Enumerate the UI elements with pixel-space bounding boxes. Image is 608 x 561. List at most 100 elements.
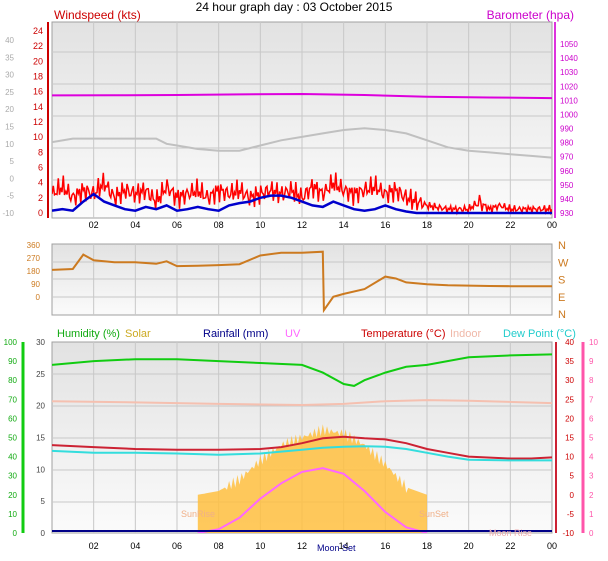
wind-tick-label: 4 — [38, 178, 43, 188]
wind-outer-tick-label: 5 — [10, 157, 15, 166]
wind-outer-tick-label: 10 — [5, 140, 14, 149]
baro-tick-label: 1020 — [560, 82, 578, 91]
wind-outer-tick-label: 40 — [5, 36, 14, 45]
x-tick-label-temp: 10 — [255, 541, 265, 551]
moonrise-label: Moon Rise — [489, 528, 532, 538]
compass-tick-label: S — [558, 275, 565, 287]
rain-tick-label: 30 — [36, 338, 45, 347]
compass-tick-label: E — [558, 292, 565, 304]
direction-tick-label: 180 — [27, 267, 41, 276]
x-tick-label-wind: 04 — [130, 220, 140, 230]
wind-baro-series — [52, 92, 552, 216]
rain-tick-label: 0 — [41, 529, 46, 538]
wind-tick-label: 10 — [33, 132, 43, 142]
x-tick-label-temp: 04 — [130, 541, 140, 551]
wind-tick-label: 24 — [33, 26, 43, 36]
direction-tick-label: 270 — [27, 254, 41, 263]
baro-tick-label: 950 — [560, 181, 574, 190]
temp-tick-label: 5 — [570, 472, 575, 481]
wind-tick-label: 8 — [38, 147, 43, 157]
x-tick-label-temp: 20 — [464, 541, 474, 551]
x-tick-label-temp: 14 — [339, 541, 349, 551]
temp-tick-label: 40 — [565, 338, 574, 347]
x-tick-label-wind: 00 — [547, 220, 557, 230]
uv-tick-label: 3 — [589, 472, 594, 481]
wind-tick-label: 20 — [33, 56, 43, 66]
uv-tick-label: 0 — [589, 529, 594, 538]
x-tick-label-wind: 22 — [505, 220, 515, 230]
wind-outer-tick-label: 15 — [5, 123, 14, 132]
x-tick-label-wind: 02 — [89, 220, 99, 230]
uv-tick-label: 1 — [589, 510, 594, 519]
temp-tick-label: 20 — [565, 414, 574, 423]
wind-tick-label: 16 — [33, 87, 43, 97]
humidity-tick-label: 70 — [8, 395, 17, 404]
indoor-temp-line — [52, 399, 552, 407]
temp-tick-label: 25 — [565, 395, 574, 404]
uv-line — [197, 467, 428, 533]
wind-outer-tick-label: -5 — [7, 192, 15, 201]
baro-tick-label: 990 — [560, 125, 574, 134]
humidity-tick-label: 30 — [8, 472, 17, 481]
uv-tick-label: 7 — [589, 395, 594, 404]
humidity-tick-label: 20 — [8, 491, 17, 500]
wind-tick-label: 6 — [38, 163, 43, 173]
solar-area — [197, 424, 427, 533]
baro-tick-label: 930 — [560, 209, 574, 218]
gust-line — [52, 192, 552, 215]
sunset-label: SunSet — [419, 509, 449, 519]
barometer-line — [52, 92, 552, 100]
wind-outer-tick-label: 35 — [5, 53, 14, 62]
x-tick-label-wind: 20 — [464, 220, 474, 230]
x-tick-label-temp: 18 — [422, 541, 432, 551]
x-tick-label-temp: 06 — [172, 541, 182, 551]
direction-tick-label: 0 — [36, 293, 41, 302]
dewpoint-line — [52, 445, 552, 462]
x-tick-label-wind: 10 — [255, 220, 265, 230]
humidity-tick-label: 90 — [8, 357, 17, 366]
uv-tick-label: 2 — [589, 491, 594, 500]
direction-tick-label: 90 — [31, 280, 40, 289]
x-tick-label-wind: 14 — [339, 220, 349, 230]
x-tick-label-wind: 18 — [422, 220, 432, 230]
barometer-axis-label: Barometer (hpa) — [487, 8, 574, 22]
rain-tick-label: 15 — [36, 434, 45, 443]
baro-tick-label: 1010 — [560, 96, 578, 105]
wind-outer-tick-label: -10 — [2, 209, 14, 218]
wind-panel-grid — [52, 22, 552, 218]
legend-uv: UV — [285, 328, 301, 340]
compass-tick-label: N — [558, 240, 566, 252]
humidity-tick-label: 10 — [8, 510, 17, 519]
wind-outer-tick-label: 30 — [5, 71, 14, 80]
wind-outer-tick-label: 0 — [10, 174, 15, 183]
humidity-tick-label: 50 — [8, 434, 17, 443]
direction-series — [52, 250, 552, 314]
moonset-label: Moon Set — [317, 543, 356, 553]
average-wind-line — [52, 127, 552, 159]
temp-tick-label: -5 — [567, 510, 575, 519]
temperature-line — [52, 435, 552, 460]
uv-tick-label: 4 — [589, 453, 594, 462]
temp-tick-label: 10 — [565, 453, 574, 462]
x-tick-label-wind: 16 — [380, 220, 390, 230]
baro-tick-label: 940 — [560, 195, 574, 204]
baro-tick-label: 1050 — [560, 40, 578, 49]
wind-tick-label: 2 — [38, 193, 43, 203]
temp-tick-label: 15 — [565, 434, 574, 443]
humidity-tick-label: 80 — [8, 376, 17, 385]
legend-humidity: Humidity (%) — [57, 328, 120, 340]
humidity-tick-label: 60 — [8, 414, 17, 423]
x-tick-label-temp: 16 — [380, 541, 390, 551]
x-tick-label-temp: 22 — [505, 541, 515, 551]
uv-tick-label: 9 — [589, 357, 594, 366]
direction-tick-label: 360 — [27, 241, 41, 250]
temp-tick-label: 30 — [565, 376, 574, 385]
uv-tick-label: 8 — [589, 376, 594, 385]
legend-indoor: Indoor — [450, 328, 482, 340]
wind-tick-label: 0 — [38, 208, 43, 218]
windspeed-axis-label: Windspeed (kts) — [54, 8, 141, 22]
humidity-tick-label: 100 — [4, 338, 18, 347]
uv-tick-label: 5 — [589, 434, 594, 443]
rain-tick-label: 20 — [36, 402, 45, 411]
